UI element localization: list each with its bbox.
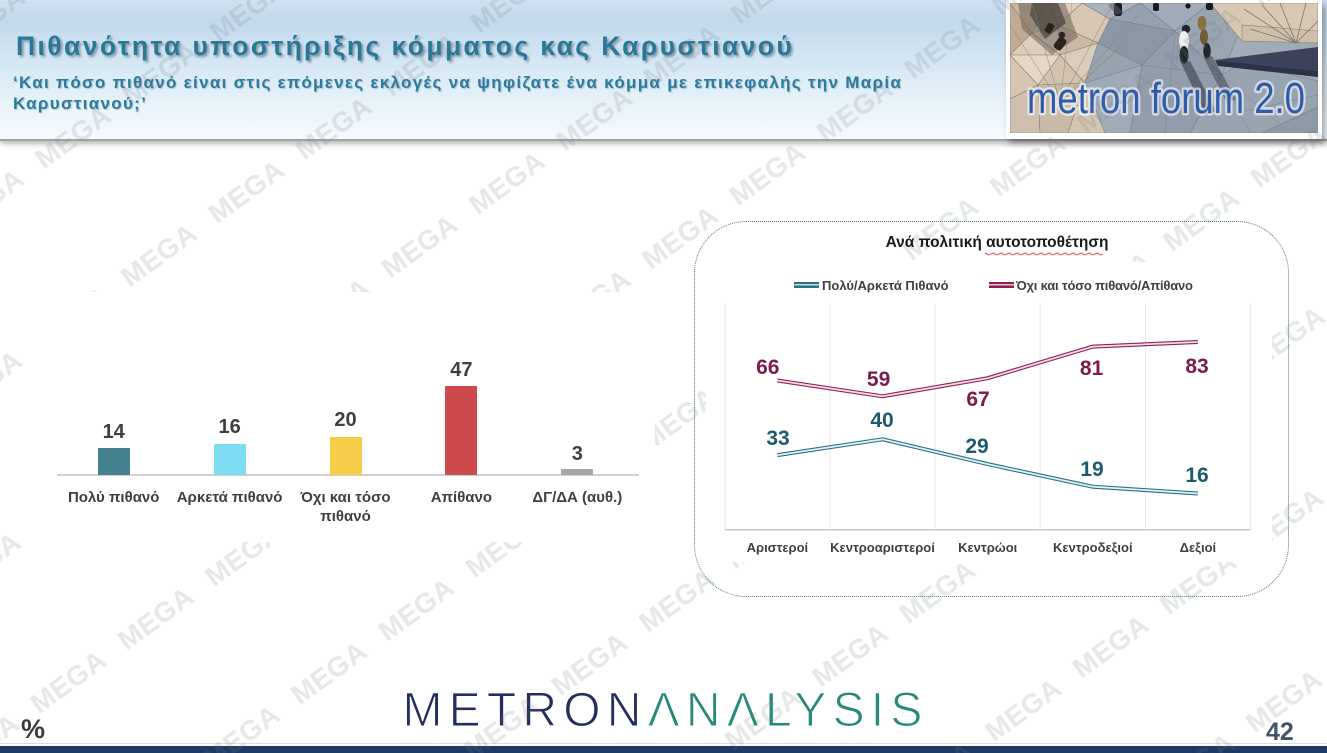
svg-text:Κεντροδεξιοί: Κεντροδεξιοί [1053,540,1133,555]
svg-text:59: 59 [867,368,890,391]
svg-text:81: 81 [1080,357,1104,380]
svg-text:Κεντροαριστεροί: Κεντροαριστεροί [830,540,935,555]
svg-text:40: 40 [870,409,893,432]
svg-text:16: 16 [1185,464,1208,487]
svg-text:Δεξιοί: Δεξιοί [1180,540,1217,555]
svg-text:66: 66 [756,356,779,379]
svg-text:83: 83 [1185,355,1208,378]
svg-text:Κεντρώοι: Κεντρώοι [958,540,1018,555]
svg-text:Αριστεροί: Αριστεροί [747,540,809,555]
svg-text:33: 33 [766,427,789,450]
svg-text:67: 67 [966,388,989,411]
svg-text:19: 19 [1080,458,1103,481]
svg-text:29: 29 [965,435,988,458]
